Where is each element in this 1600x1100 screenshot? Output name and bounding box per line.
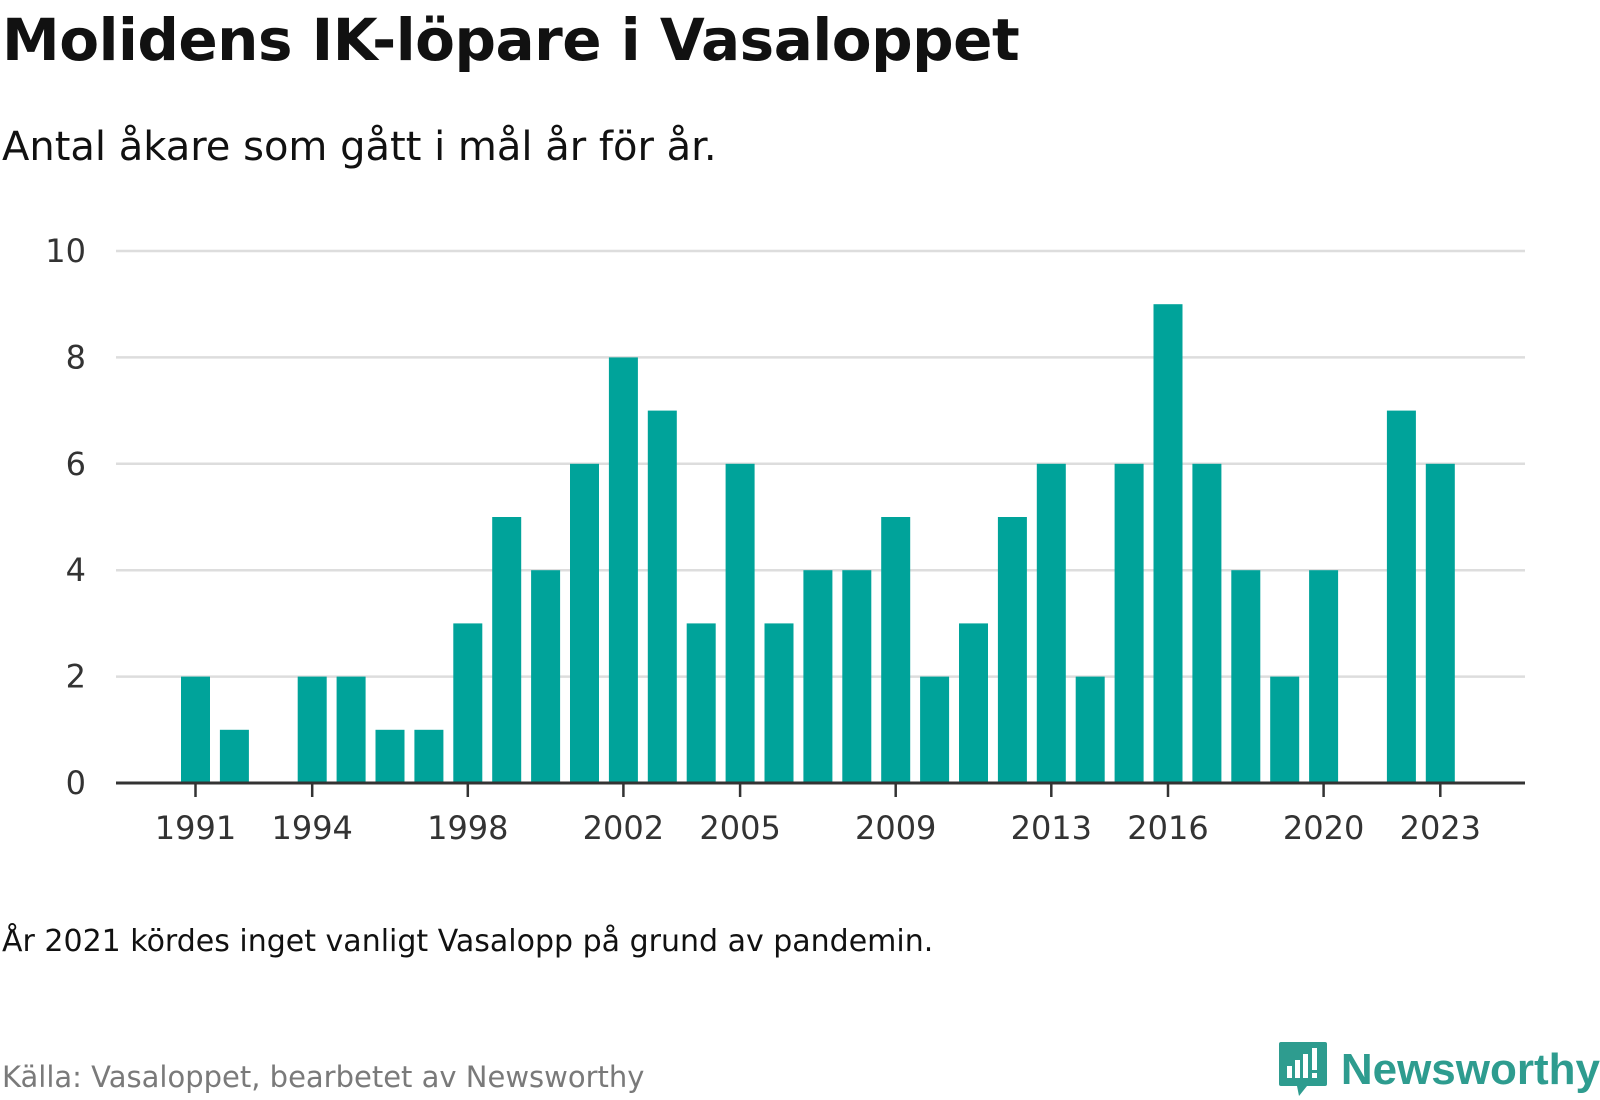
y-tick-label: 4: [66, 551, 86, 589]
bars: [181, 304, 1455, 783]
bar-2005: [725, 463, 755, 783]
bar-2010: [920, 676, 950, 783]
bar-1994: [297, 676, 327, 783]
x-tick-label: 1998: [427, 809, 508, 847]
newsworthy-logo-icon: [1278, 1042, 1327, 1096]
bar-2006: [764, 623, 794, 783]
bar-2001: [570, 463, 599, 783]
bar-2017: [1192, 463, 1222, 783]
bar-1995: [336, 676, 366, 783]
y-axis-ticks: 0 2 4 6 8 10: [45, 232, 86, 802]
y-tick-label: 10: [45, 232, 86, 270]
bar-1999: [492, 517, 522, 783]
x-tick-label: 2020: [1283, 809, 1364, 847]
brand-logo: Newsworthy: [1277, 1040, 1600, 1100]
chart-subtitle: Antal åkare som gått i mål år för år.: [2, 124, 717, 170]
bar-1996: [375, 729, 405, 783]
y-tick-label: 8: [66, 338, 86, 376]
chart-title: Molidens IK-löpare i Vasaloppet: [2, 6, 1020, 74]
x-tick-label: 2016: [1127, 809, 1208, 847]
x-tick-label: 2023: [1400, 809, 1481, 847]
bar-2016: [1153, 304, 1183, 783]
source-credit: Källa: Vasaloppet, bearbetet av Newswort…: [2, 1060, 645, 1094]
x-tick-label: 2005: [699, 809, 780, 847]
x-axis-ticks: 1991 1994 1998 2002 2005 2009 2013 2016 2020 2023: [155, 783, 1481, 847]
bar-chart: 0 2 4 6 8 10 1991 1994 1998 2002 2005 2009 2013 2016…: [45, 232, 1525, 847]
bar-1991: [181, 676, 210, 783]
x-tick-label: 1991: [155, 809, 236, 847]
bar-2007: [803, 570, 833, 783]
y-tick-label: 6: [66, 445, 86, 483]
bar-2013: [1036, 463, 1066, 783]
bar-2018: [1231, 570, 1261, 783]
bar-2022: [1386, 410, 1416, 783]
bar-2020: [1309, 570, 1339, 783]
bar-1998: [453, 623, 483, 783]
bar-2004: [686, 623, 716, 783]
x-tick-label: 2013: [1011, 809, 1092, 847]
y-tick-label: 0: [66, 764, 86, 802]
chart-note: År 2021 kördes inget vanligt Vasalopp på…: [2, 924, 934, 959]
bar-2023: [1425, 463, 1455, 783]
bar-2012: [997, 517, 1027, 783]
bar-2009: [881, 517, 911, 783]
bar-2015: [1114, 463, 1144, 783]
bar-2002: [608, 357, 638, 783]
x-tick-label: 2009: [855, 809, 936, 847]
bar-2000: [531, 570, 561, 783]
bar-2014: [1075, 676, 1105, 783]
bar-2019: [1270, 676, 1300, 783]
bar-2008: [842, 570, 872, 783]
brand-name: Newsworthy: [1340, 1045, 1600, 1094]
x-tick-label: 1994: [271, 809, 352, 847]
y-tick-label: 2: [66, 658, 86, 696]
bar-1997: [414, 729, 444, 783]
bar-2011: [959, 623, 988, 783]
x-tick-label: 2002: [583, 809, 664, 847]
gridlines: [116, 249, 1525, 678]
bar-1992: [219, 729, 249, 783]
bar-2003: [647, 410, 677, 783]
